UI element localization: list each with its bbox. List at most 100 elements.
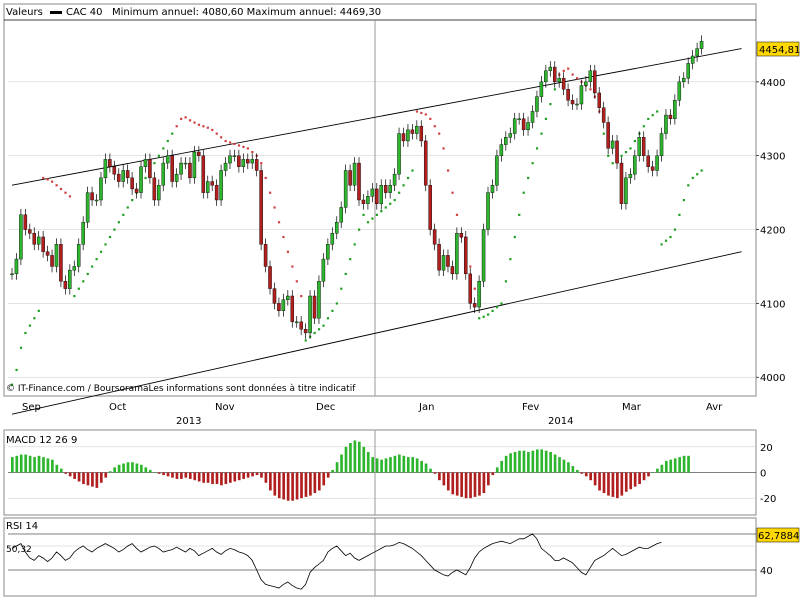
sar-dot	[673, 228, 677, 231]
macd-bar	[122, 463, 125, 473]
candle-body	[686, 63, 690, 79]
sar-dot	[117, 221, 120, 224]
macd-bar	[389, 457, 392, 473]
candle-body	[610, 140, 615, 149]
macd-bar	[42, 457, 45, 473]
candle-body	[241, 159, 246, 167]
candle-body	[232, 155, 237, 157]
macd-bar	[68, 472, 72, 477]
sar-dot	[317, 328, 321, 331]
candle-body	[450, 266, 455, 275]
candle-body	[552, 66, 557, 83]
macd-bar	[509, 453, 512, 473]
macd-bar	[518, 450, 521, 473]
macd-bar	[166, 472, 170, 477]
sar-dot	[544, 117, 548, 120]
sar-dot	[687, 184, 690, 187]
month-label-mar: Mar	[622, 402, 642, 413]
macd-histogram	[11, 440, 690, 501]
macd-bar	[37, 455, 41, 473]
candle-body	[352, 162, 357, 186]
candle-body	[143, 159, 148, 167]
candle-body	[268, 266, 272, 289]
candle-body	[366, 196, 370, 204]
sar-dot	[126, 206, 129, 209]
macd-bar	[255, 472, 259, 476]
macd-bar	[535, 449, 539, 473]
sar-dot	[487, 313, 490, 316]
sar-dot	[362, 213, 365, 216]
rsi-y-axis: 40	[760, 566, 773, 577]
candle-body	[655, 155, 659, 171]
sar-dot	[696, 173, 699, 176]
macd-bar	[91, 472, 94, 487]
macd-bar	[598, 472, 601, 491]
candle-body	[157, 185, 161, 201]
candle-body	[90, 192, 94, 201]
macd-bar	[366, 451, 370, 473]
macd-bar	[500, 460, 504, 473]
sar-dot	[402, 184, 405, 187]
macd-bar	[224, 472, 228, 485]
candle-body	[99, 177, 103, 201]
macd-bar	[669, 459, 673, 473]
rsi-panel: 40 RSI 14 50,32 62,7884	[3, 517, 799, 597]
candle-body	[317, 281, 321, 319]
sar-dot	[366, 221, 370, 224]
candle-body	[370, 188, 375, 197]
macd-bar	[295, 472, 299, 500]
sar-dot	[59, 187, 63, 191]
series-name-label: CAC 40	[66, 7, 103, 18]
macd-bar	[602, 472, 606, 494]
sar-dot	[353, 243, 356, 246]
sar-dot	[73, 295, 76, 298]
candle-body	[237, 155, 241, 167]
macd-bar	[99, 472, 103, 483]
candle-body	[152, 177, 157, 201]
macd-bar	[415, 458, 419, 473]
candle-body	[695, 48, 699, 57]
macd-bar	[82, 472, 85, 485]
sar-dot	[108, 235, 112, 239]
sar-dot	[273, 206, 276, 209]
sar-dot	[33, 317, 36, 320]
candle-body	[339, 207, 343, 223]
sar-dot	[700, 169, 703, 172]
candle-body	[161, 162, 166, 186]
candle-body	[281, 299, 286, 311]
candle-body	[517, 118, 521, 120]
candle-body	[72, 266, 77, 271]
candle-body	[575, 103, 579, 106]
sar-dot	[233, 142, 236, 146]
candle-body	[673, 100, 677, 119]
candle-body	[139, 166, 143, 193]
sar-dot	[180, 117, 183, 120]
candle-body	[85, 192, 90, 223]
candle-body	[81, 221, 85, 245]
macd-bar	[358, 441, 361, 473]
macd-bar	[371, 457, 375, 473]
macd-bar	[575, 469, 579, 473]
macd-bar	[375, 458, 379, 473]
candle-body	[19, 214, 23, 260]
candle-body	[383, 185, 388, 193]
candle-body	[633, 155, 637, 175]
macd-bar	[473, 472, 477, 497]
sar-dot	[131, 199, 134, 202]
macd-bar	[228, 472, 232, 483]
candle-body	[423, 140, 428, 186]
candle-body	[134, 188, 139, 193]
candle-body	[415, 125, 419, 134]
rsi-line	[11, 533, 662, 590]
macd-bar	[251, 472, 254, 477]
sar-dot	[375, 213, 378, 216]
macd-bar	[273, 472, 277, 496]
macd-bar	[193, 472, 197, 481]
candle-body	[441, 255, 446, 271]
macd-bar	[260, 472, 263, 478]
sar-dot	[633, 139, 637, 143]
macd-bar	[55, 464, 59, 473]
month-label-oct: Oct	[109, 402, 126, 413]
candle-body	[477, 281, 481, 308]
